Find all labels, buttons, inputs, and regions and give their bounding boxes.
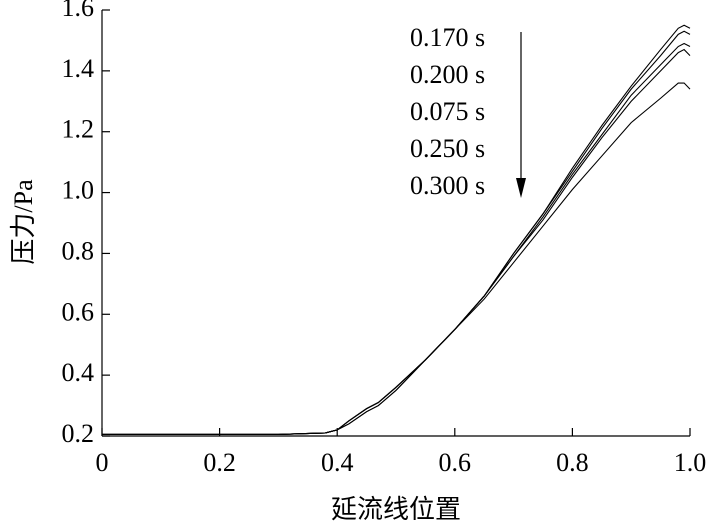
legend-label: 0.075 s bbox=[410, 97, 485, 126]
y-tick-label: 1.0 bbox=[62, 176, 95, 205]
series-line bbox=[102, 82, 691, 436]
series-line bbox=[102, 42, 691, 436]
x-tick-label: 1.0 bbox=[674, 448, 707, 477]
y-tick-label: 0.2 bbox=[62, 419, 95, 448]
x-tick-label: 0.6 bbox=[439, 448, 472, 477]
x-axis-title: 延流线位置 bbox=[331, 495, 461, 524]
x-tick-label: 0.8 bbox=[556, 448, 589, 477]
x-tick-label: 0.2 bbox=[203, 448, 236, 477]
y-tick-label: 0.6 bbox=[62, 297, 95, 326]
y-tick-label: 0.4 bbox=[62, 358, 95, 387]
legend-label: 0.200 s bbox=[410, 60, 485, 89]
y-tick-label: 0.8 bbox=[62, 236, 95, 265]
legend-label: 0.170 s bbox=[410, 23, 485, 52]
legend-label: 0.300 s bbox=[410, 171, 485, 200]
legend-label: 0.250 s bbox=[410, 134, 485, 163]
y-tick-label: 1.4 bbox=[62, 54, 95, 83]
series-line bbox=[102, 48, 691, 436]
y-axis-title: 压力/Pa bbox=[9, 179, 38, 265]
y-tick-label: 1.6 bbox=[62, 0, 95, 22]
series-line bbox=[102, 30, 691, 436]
legend-arrowhead bbox=[516, 178, 526, 198]
x-tick-label: 0.4 bbox=[321, 448, 354, 477]
series-line bbox=[102, 24, 691, 436]
x-tick-label: 0 bbox=[96, 448, 109, 477]
y-tick-label: 1.2 bbox=[62, 115, 95, 144]
